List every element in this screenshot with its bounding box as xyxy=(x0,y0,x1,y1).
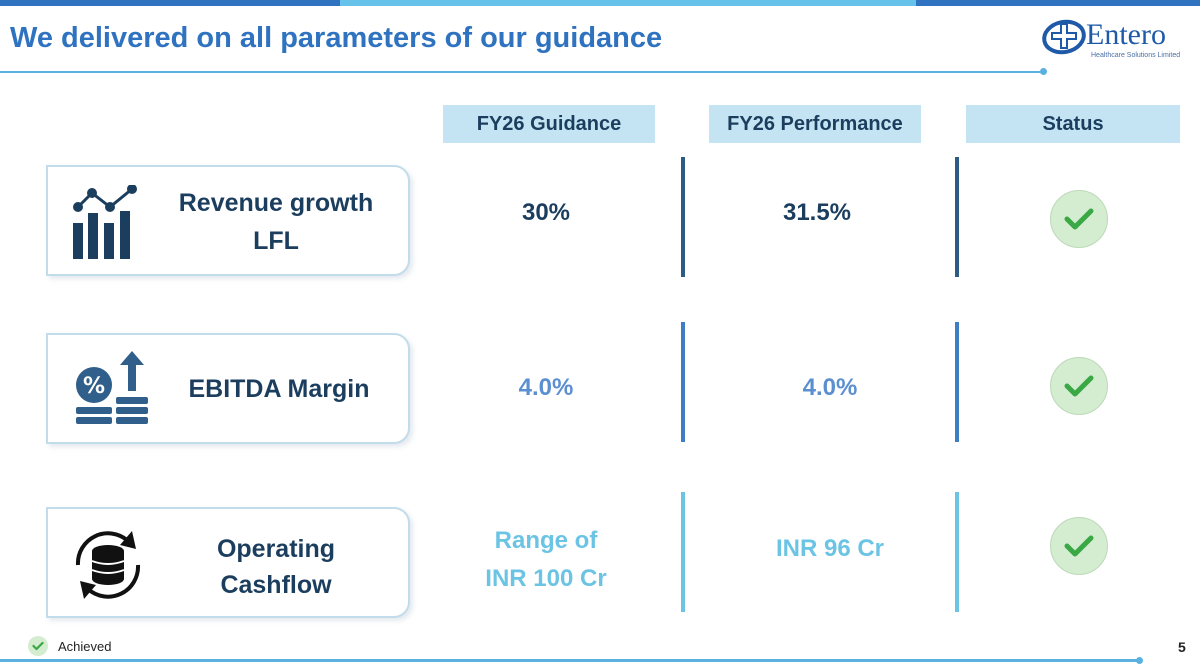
column-divider xyxy=(955,492,959,612)
performance-value: 4.0% xyxy=(802,374,858,401)
parameter-label-line2: LFL xyxy=(253,227,299,255)
status-achieved-badge xyxy=(1050,190,1108,248)
logo-mark-icon xyxy=(1042,19,1086,55)
footer-divider-dot xyxy=(1136,657,1143,664)
top-accent-bar xyxy=(0,0,1200,6)
column-divider xyxy=(681,157,685,277)
percent-coins-arrow-icon: % xyxy=(76,351,148,424)
check-icon xyxy=(1064,208,1094,230)
footer-divider xyxy=(0,659,1140,662)
column-header-guidance: FY26 Guidance xyxy=(443,105,655,143)
column-divider xyxy=(681,322,685,442)
parameter-label-line1: EBITDA Margin xyxy=(188,375,370,403)
parameter-label-line2: Cashflow xyxy=(220,571,332,599)
parameter-label-line1: Operating xyxy=(216,535,336,563)
legend-label: Achieved xyxy=(58,639,112,654)
logo-wordmark: Entero xyxy=(1086,18,1166,51)
column-divider xyxy=(955,157,959,277)
parameter-card-ebitda: % EBITDA Margin xyxy=(46,333,410,444)
legend-achieved-badge xyxy=(28,636,48,656)
column-divider xyxy=(955,322,959,442)
parameter-card-cashflow: Operating Cashflow xyxy=(46,507,410,618)
parameter-label-line1: Revenue growth xyxy=(178,189,374,217)
guidance-value-line2: INR 100 Cr xyxy=(485,565,607,592)
guidance-value-line1: Range of xyxy=(494,527,598,554)
column-header-performance: FY26 Performance xyxy=(709,105,921,143)
company-logo: Entero Healthcare Solutions Limited xyxy=(1040,14,1196,64)
check-icon xyxy=(1064,535,1094,557)
performance-value: INR 96 Cr xyxy=(775,535,885,562)
title-divider-dot xyxy=(1040,68,1047,75)
check-icon xyxy=(1064,375,1094,397)
database-sync-icon xyxy=(75,531,141,599)
bar-chart-growth-icon xyxy=(73,185,137,259)
title-divider xyxy=(0,71,1043,73)
status-achieved-badge xyxy=(1050,517,1108,575)
column-header-status: Status xyxy=(966,105,1180,143)
logo-tagline: Healthcare Solutions Limited xyxy=(1091,52,1181,59)
svg-text:%: % xyxy=(83,374,105,399)
check-icon xyxy=(32,641,44,651)
performance-value: 31.5% xyxy=(782,199,852,226)
page-number: 5 xyxy=(1178,639,1186,655)
column-divider xyxy=(681,492,685,612)
guidance-value: 30% xyxy=(521,199,571,226)
guidance-value: 4.0% xyxy=(518,374,574,401)
parameter-card-revenue: Revenue growth LFL xyxy=(46,165,410,276)
page-title: We delivered on all parameters of our gu… xyxy=(10,22,663,54)
status-achieved-badge xyxy=(1050,357,1108,415)
